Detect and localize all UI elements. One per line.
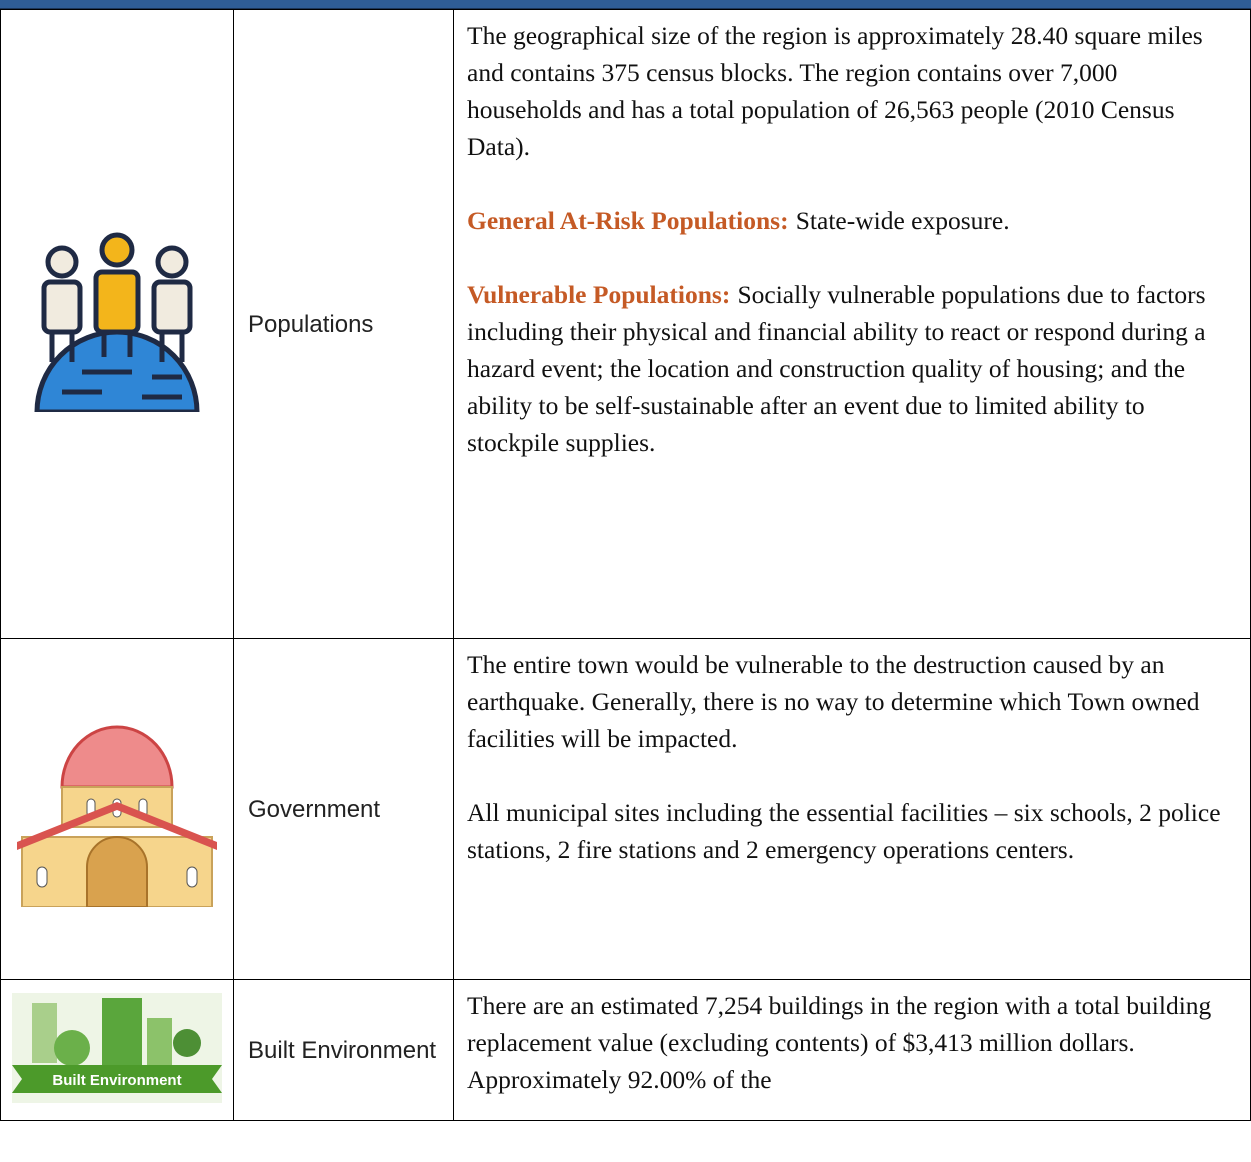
table-row: Populations The geographical size of the… <box>0 9 1251 639</box>
row-label: Government <box>233 638 454 980</box>
paragraph: There are an estimated 7,254 buildings i… <box>467 987 1236 1098</box>
paragraph: The geographical size of the region is a… <box>467 17 1236 165</box>
paragraph: Vulnerable Populations: Socially vulnerab… <box>467 276 1236 461</box>
paragraph-text: The entire town would be vulnerable to t… <box>467 650 1200 753</box>
hazard-table: Populations The geographical size of the… <box>0 9 1251 1121</box>
government-icon <box>17 725 217 908</box>
header-bar <box>0 0 1251 9</box>
icon-cell <box>0 638 234 980</box>
paragraph-heading: Vulnerable Populations: <box>467 280 731 309</box>
table-row: Government The entire town would be vuln… <box>0 638 1251 980</box>
row-label: Built Environment <box>233 979 454 1121</box>
built-environment-icon: Built Environment <box>12 992 222 1103</box>
paragraph-text: All municipal sites including the essent… <box>467 798 1221 864</box>
paragraph-text: Socially vulnerable populations due to f… <box>467 280 1206 457</box>
icon-cell <box>0 9 234 639</box>
row-text: The entire town would be vulnerable to t… <box>453 638 1251 980</box>
icon-cell: Built Environment <box>0 979 234 1121</box>
paragraph-text: The geographical size of the region is a… <box>467 21 1203 161</box>
paragraph: The entire town would be vulnerable to t… <box>467 646 1236 757</box>
populations-icon <box>34 232 200 414</box>
paragraph-text: There are an estimated 7,254 buildings i… <box>467 991 1212 1094</box>
row-text: The geographical size of the region is a… <box>453 9 1251 639</box>
row-text: There are an estimated 7,254 buildings i… <box>453 979 1251 1121</box>
row-label: Populations <box>233 9 454 639</box>
table-row: Built Environment Built Environment Ther… <box>0 979 1251 1121</box>
paragraph-heading: General At-Risk Populations: <box>467 206 789 235</box>
paragraph-text: State-wide exposure. <box>795 206 1010 235</box>
paragraph: All municipal sites including the essent… <box>467 794 1236 868</box>
paragraph: General At-Risk Populations: State-wide e… <box>467 202 1236 239</box>
icon-caption: Built Environment <box>52 1071 181 1088</box>
